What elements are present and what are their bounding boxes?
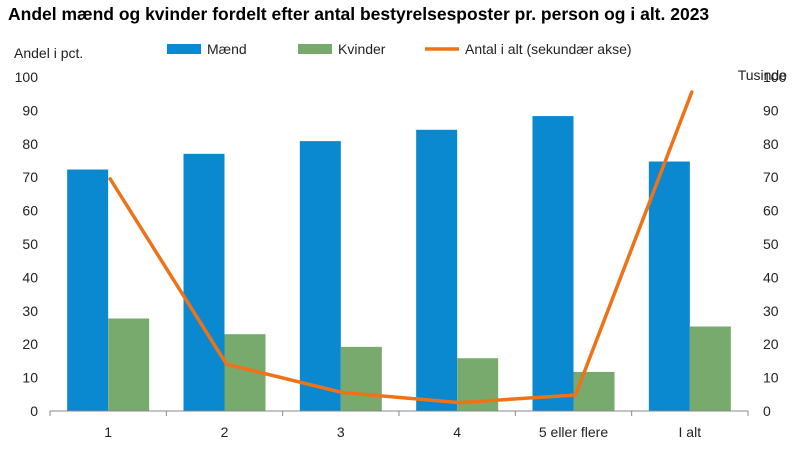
y2-tick-label: 10 [763, 370, 779, 386]
bar-mænd [183, 153, 225, 411]
y2-tick-label: 90 [763, 102, 779, 118]
y-axis-ticks: 0 10 20 30 40 50 60 70 80 90 100 [15, 69, 39, 419]
x-axis-ticks: 1 2 3 4 5 eller flere I alt [49, 411, 749, 440]
y2-tick-label: 30 [763, 303, 779, 319]
y-tick-label: 20 [22, 336, 38, 352]
y2-tick-label: 100 [763, 69, 787, 85]
bar-mænd [532, 116, 574, 411]
bar-mænd [416, 129, 458, 411]
y-tick-label: 0 [30, 403, 38, 419]
bar-kvinder [108, 318, 150, 411]
y2-tick-label: 0 [763, 403, 771, 419]
y-tick-label: 100 [15, 69, 39, 85]
x-tick-label: 5 eller flere [539, 424, 608, 440]
chart-title: Andel mænd og kvinder fordelt efter anta… [8, 4, 710, 24]
bar-kvinder [689, 326, 731, 411]
legend: Mænd Kvinder Antal i alt (sekundær akse) [167, 41, 632, 57]
legend-label: Kvinder [338, 41, 386, 57]
y2-tick-label: 40 [763, 269, 779, 285]
line-series [108, 90, 694, 405]
y2-tick-label: 50 [763, 236, 779, 252]
legend-swatch [298, 44, 332, 54]
y-tick-label: 70 [22, 169, 38, 185]
y2-axis-ticks: 0 10 20 30 40 50 60 70 80 90 100 [763, 69, 787, 419]
x-tick-label: 1 [104, 424, 112, 440]
y2-tick-label: 70 [763, 169, 779, 185]
y2-axis-label: Tusinde [738, 67, 788, 83]
legend-swatch [167, 44, 201, 54]
bar-mænd [648, 161, 690, 411]
y2-tick-label: 60 [763, 203, 779, 219]
bar-kvinder [573, 371, 615, 411]
bars [67, 116, 731, 412]
x-tick-label: 2 [221, 424, 229, 440]
bar-kvinder [340, 346, 382, 411]
legend-label: Mænd [207, 41, 247, 57]
y-tick-label: 90 [22, 102, 38, 118]
line-antal-i-alt [108, 90, 694, 405]
bar-mænd [67, 169, 109, 411]
x-tick-label: 4 [453, 424, 461, 440]
x-tick-label: I alt [679, 424, 702, 440]
y-tick-label: 10 [22, 370, 38, 386]
bar-mænd [299, 141, 341, 412]
y-tick-label: 40 [22, 269, 38, 285]
y2-tick-label: 80 [763, 136, 779, 152]
y-tick-label: 80 [22, 136, 38, 152]
y-tick-label: 50 [22, 236, 38, 252]
legend-label: Antal i alt (sekundær akse) [465, 41, 632, 57]
y-tick-label: 30 [22, 303, 38, 319]
y-tick-label: 60 [22, 203, 38, 219]
y-axis-label: Andel i pct. [14, 45, 83, 61]
x-tick-label: 3 [337, 424, 345, 440]
y2-tick-label: 20 [763, 336, 779, 352]
